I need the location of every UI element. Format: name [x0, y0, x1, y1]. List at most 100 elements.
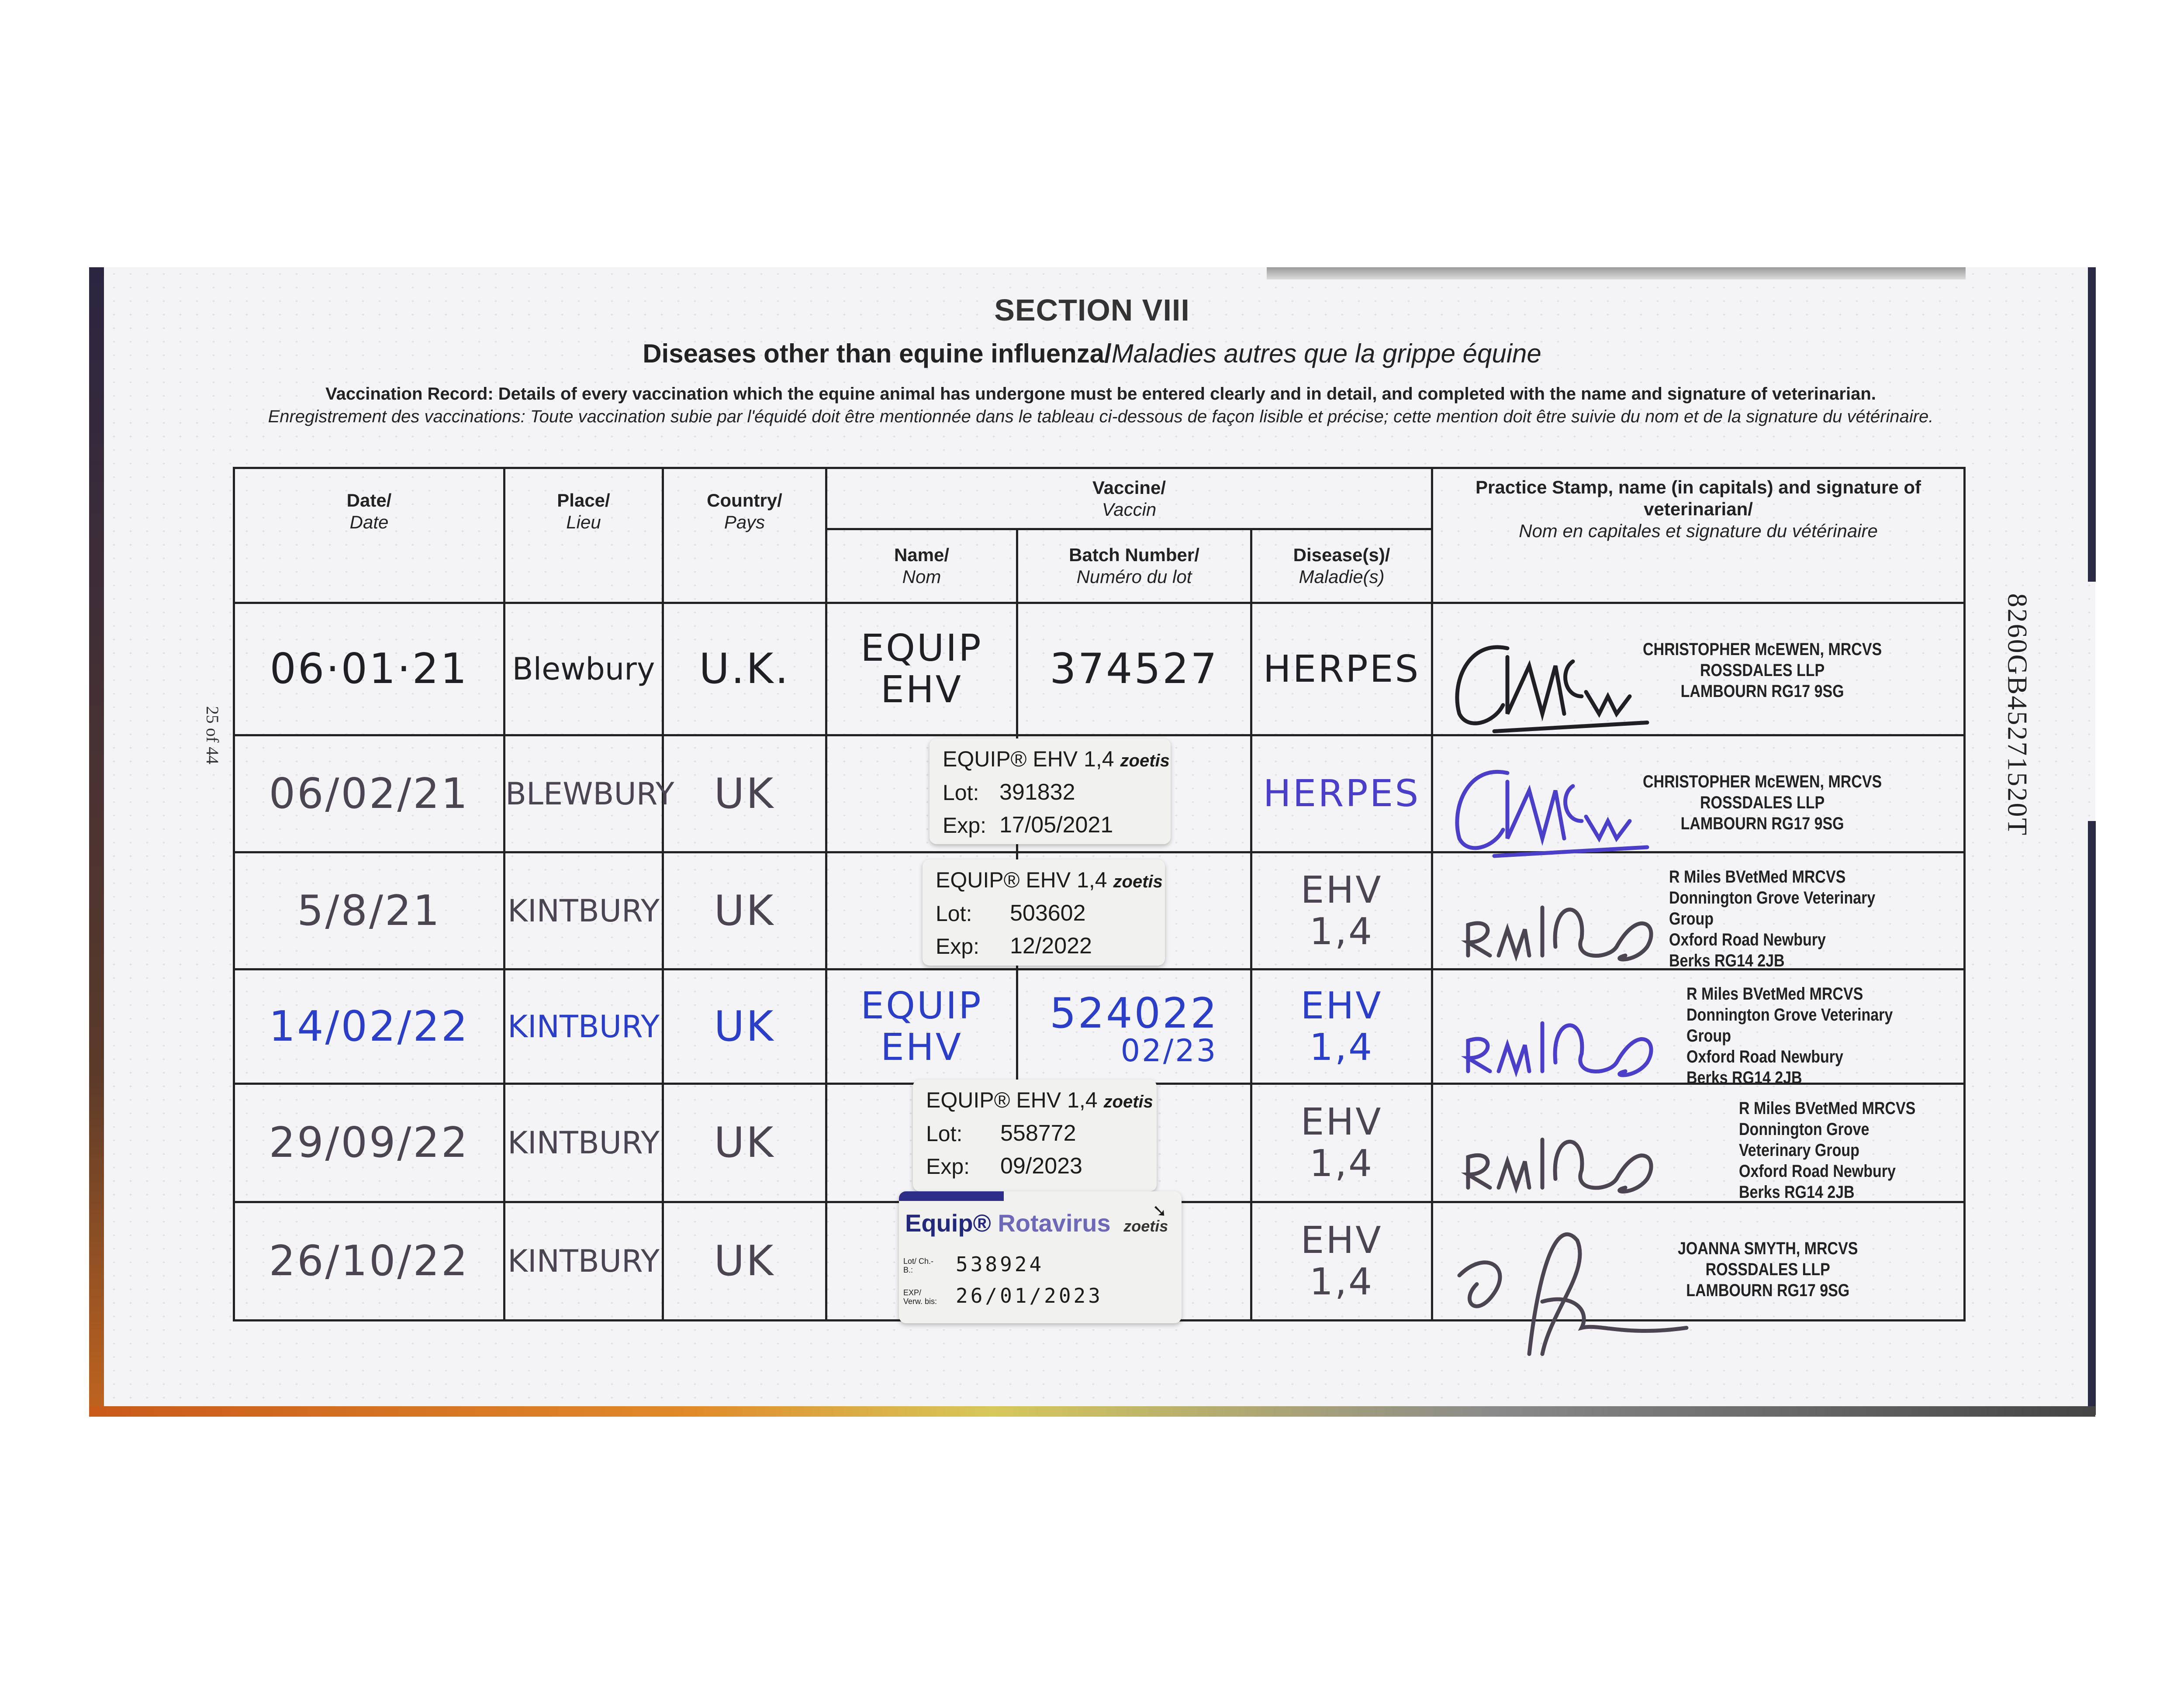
stamp-line: JOANNA SMYTH, MRCVS [1678, 1239, 1858, 1258]
practice-stamp: R Miles BVetMed MRCVS Donnington Grove Ve… [1686, 983, 1922, 1088]
cell-vet-stamp: JOANNA SMYTH, MRCVS ROSSDALES LLP LAMBOURN… [1431, 1201, 1966, 1356]
page-edge [2088, 267, 2096, 582]
table-row: 14/02/22 KINTBURY UK EQUIP EHV 524022 02/… [233, 968, 1966, 1087]
cell-disease: EHV 1,4 [1250, 1083, 1434, 1203]
lot-label: Lot: [936, 901, 972, 926]
cell-disease: HERPES [1250, 602, 1434, 736]
header-vaccine: Vaccine/Vaccin [825, 467, 1434, 530]
stamp-line: Donnington Grove Veterinary Group [1686, 1005, 1893, 1045]
lot-number: 503602 [1010, 900, 1086, 926]
header-disease: Disease(s)/Maladie(s) [1250, 528, 1434, 604]
vet-signature [1461, 905, 1653, 962]
cell-batch-number: 524022 02/23 [1016, 968, 1252, 1085]
header-place: Place/Lieu [503, 467, 664, 604]
product-name: EQUIP® EHV 1,4 [943, 747, 1114, 771]
cell-country: UK [662, 968, 827, 1085]
practice-stamp: CHRISTOPHER McEWEN, MRCVS ROSSDALES LLP LA… [1643, 639, 1882, 702]
expiry-date: 26/01/2023 [956, 1284, 1103, 1308]
cell-date: 14/02/22 [233, 968, 505, 1085]
page-edge [2088, 821, 2096, 1415]
cell-disease: HERPES [1250, 734, 1434, 853]
product-name: EQUIP® EHV 1,4 [926, 1088, 1098, 1112]
batch-number: 374527 [1050, 645, 1219, 693]
exp-label: Exp: [926, 1154, 970, 1179]
header-row: Name/Nom Batch Number/Numéro du lot Dise… [234, 528, 1965, 604]
stamp-line: Berks RG14 2JB [1739, 1183, 1855, 1202]
stamp-line: Oxford Road Newbury [1686, 1047, 1843, 1066]
vaccine-batch-sticker: EQUIP® EHV 1,4 zoetis Lot: 558772 Exp: 09… [913, 1080, 1157, 1191]
cell-country: U.K. [662, 602, 827, 736]
cell-vet-stamp: R Miles BVetMed MRCVS Donnington Grove Ve… [1431, 968, 1966, 1087]
vaccine-batch-sticker: EQUIP® EHV 1,4 zoetis Lot: 391832 Exp: 17… [930, 738, 1171, 844]
stamp-line: LAMBOURN RG17 9SG [1680, 682, 1844, 701]
cell-country: UK [662, 1083, 827, 1203]
brand-logo: zoetis [1113, 872, 1163, 891]
vet-signature [1455, 770, 1649, 858]
stamp-line: LAMBOURN RG17 9SG [1680, 814, 1844, 833]
practice-stamp: R Miles BVetMed MRCVS Donnington Grove Ve… [1669, 866, 1919, 971]
cell-vet-stamp: CHRISTOPHER McEWEN, MRCVS ROSSDALES LLP LA… [1431, 602, 1966, 736]
vaccine-batch-sticker: EQUIP® EHV 1,4 zoetis Lot: 503602 Exp: 12… [923, 859, 1165, 966]
stamp-line: ROSSDALES LLP [1700, 661, 1825, 680]
cell-place: Blewbury [503, 602, 664, 736]
expiry-date: 17/05/2021 [999, 812, 1113, 838]
brand-logo: zoetis [1120, 751, 1170, 770]
product-name: Equip® [905, 1209, 991, 1237]
page-subtitle: Diseases other than equine influenza/Mal… [0, 338, 2184, 369]
cell-date: 26/10/22 [233, 1201, 505, 1321]
document-number: 8260GB45271520T [2002, 593, 2033, 837]
exp-label: Exp: [936, 934, 980, 959]
subtitle-en: Diseases other than equine influenza/ [643, 339, 1112, 368]
lot-label: Lot: [943, 780, 979, 805]
arrow-icon: ➘ [1152, 1201, 1167, 1221]
sticker-stripe [899, 1191, 1004, 1201]
stamp-line: CHRISTOPHER McEWEN, MRCVS [1643, 772, 1882, 791]
subtitle-fr: Maladies autres que la grippe équine [1111, 339, 1541, 368]
stamp-line: R Miles BVetMed MRCVS [1686, 984, 1863, 1004]
cell-date: 06/02/21 [233, 734, 505, 853]
cell-disease: EHV 1,4 [1250, 1201, 1434, 1321]
lot-label: Lot: [926, 1121, 963, 1146]
cell-vet-stamp: R Miles BVetMed MRCVS Donnington Grove Ve… [1431, 1083, 1966, 1203]
cell-vet-stamp: R Miles BVetMed MRCVS Donnington Grove Ve… [1431, 851, 1966, 971]
cell-place: KINTBURY [503, 968, 664, 1085]
page-edge [89, 1406, 2095, 1417]
stamp-line: Berks RG14 2JB [1669, 951, 1785, 970]
practice-stamp: CHRISTOPHER McEWEN, MRCVS ROSSDALES LLP LA… [1643, 771, 1882, 834]
cell-disease: EHV 1,4 [1250, 851, 1434, 970]
batch-expiry: 02/23 [1120, 1032, 1218, 1069]
expiry-date: 12/2022 [1010, 933, 1092, 959]
header-country: Country/Pays [662, 467, 827, 604]
stamp-line: R Miles BVetMed MRCVS [1739, 1099, 1916, 1118]
practice-stamp: R Miles BVetMed MRCVS Donnington Grove Ve… [1739, 1098, 1930, 1203]
brand-logo: zoetis [1103, 1092, 1153, 1111]
page-marker: 25 of 44 [203, 706, 223, 765]
cell-place: BLEWBURY [503, 734, 674, 853]
header-name: Name/Nom [825, 528, 1018, 604]
batch-number: 524022 [1050, 989, 1219, 1038]
table-row: 06·01·21 Blewbury U.K. EQUIP EHV 374527 … [233, 602, 1966, 736]
cell-date: 06·01·21 [233, 602, 505, 736]
cell-batch-number: 374527 [1016, 602, 1252, 736]
cell-disease: EHV 1,4 [1250, 968, 1434, 1085]
vet-signature [1461, 1138, 1653, 1194]
cell-vet-stamp: CHRISTOPHER McEWEN, MRCVS ROSSDALES LLP LA… [1431, 734, 1966, 858]
stamp-line: ROSSDALES LLP [1705, 1260, 1830, 1279]
page-edge [89, 267, 104, 1415]
stamp-line: Oxford Road Newbury [1739, 1162, 1896, 1181]
product-name-2: Rotavirus [998, 1209, 1111, 1237]
cell-date: 5/8/21 [233, 851, 505, 970]
instruction-fr: Enregistrement des vaccinations: Toute v… [268, 407, 1934, 426]
vet-signature [1455, 645, 1649, 733]
rotavirus-vaccine-sticker: Equip® Rotavirus zoetis ➘ Lot/ Ch.-B.: 5… [899, 1191, 1182, 1323]
stamp-line: Oxford Road Newbury [1669, 930, 1826, 949]
brand-logo: zoetis [1123, 1217, 1168, 1235]
section-title: SECTION VIII [994, 293, 1190, 327]
cell-country: UK [662, 734, 827, 853]
exp-label: EXP/ Verw. bis: [903, 1288, 937, 1306]
header-vet: Practice Stamp, name (in capitals) and s… [1431, 467, 1966, 604]
lot-number: 538924 [956, 1252, 1044, 1276]
practice-stamp: JOANNA SMYTH, MRCVS ROSSDALES LLP LAMBOURN… [1678, 1238, 1858, 1301]
header-batch: Batch Number/Numéro du lot [1016, 528, 1252, 604]
header-date: Date/Date [233, 467, 505, 604]
